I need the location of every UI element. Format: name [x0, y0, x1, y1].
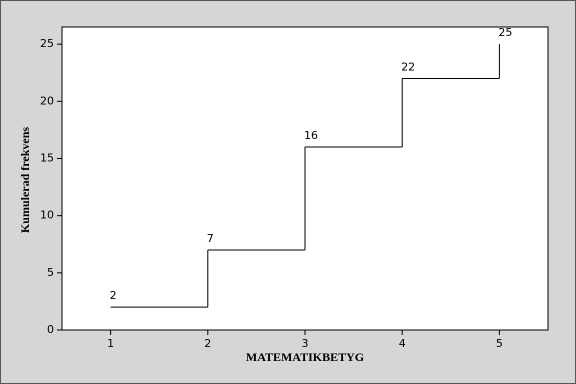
x-tick-label: 3: [302, 337, 309, 350]
x-tick-label: 1: [107, 337, 114, 350]
y-tick-label: 5: [47, 266, 54, 279]
y-tick-label: 20: [40, 94, 54, 107]
x-tick-label: 5: [496, 337, 503, 350]
x-tick-label: 2: [204, 337, 211, 350]
data-label: 2: [110, 289, 117, 302]
x-tick-label: 4: [399, 337, 406, 350]
data-label: 22: [401, 60, 415, 73]
y-tick-label: 25: [40, 37, 54, 50]
data-label: 7: [207, 232, 214, 245]
data-label: 25: [498, 26, 512, 39]
x-axis-label: MATEMATIKBETYG: [246, 350, 364, 364]
y-tick-label: 0: [47, 323, 54, 336]
data-label: 16: [304, 129, 318, 142]
y-tick-label: 10: [40, 209, 54, 222]
y-axis-label: Kumulerad frekvens: [18, 127, 32, 233]
y-tick-label: 15: [40, 151, 54, 164]
